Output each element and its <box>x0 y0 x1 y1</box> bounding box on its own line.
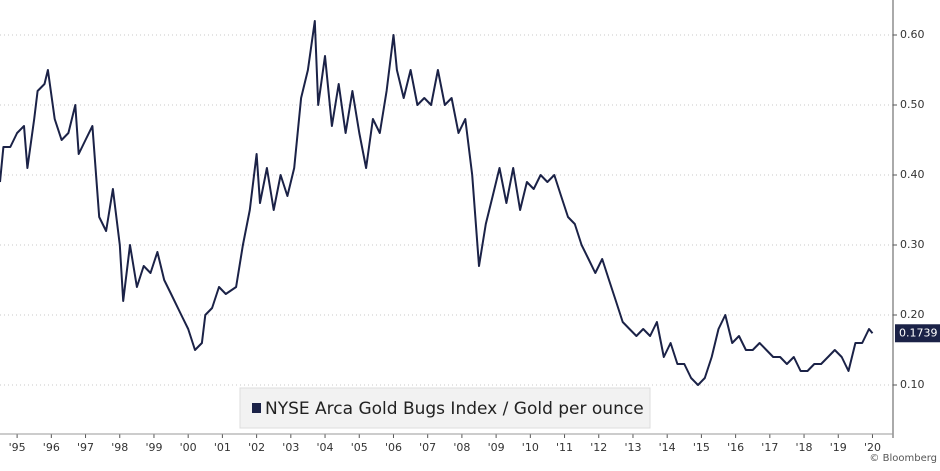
x-tick-label: '95 <box>9 441 26 454</box>
x-tick-label: '09 <box>488 441 505 454</box>
x-tick-label: '01 <box>214 441 231 454</box>
x-tick-label: '03 <box>282 441 299 454</box>
x-tick-label: '02 <box>248 441 265 454</box>
line-series <box>0 20 874 386</box>
x-tick-label: '00 <box>180 441 197 454</box>
watermark: © Bloomberg <box>869 453 937 464</box>
x-tick-label: '98 <box>111 441 128 454</box>
x-tick-label: '19 <box>830 441 847 454</box>
legend-swatch <box>252 403 261 413</box>
x-tick-label: '05 <box>351 441 368 454</box>
y-tick-label: 0.60 <box>900 28 925 41</box>
x-tick-label: '11 <box>556 441 573 454</box>
x-tick-label: '96 <box>43 441 60 454</box>
x-tick-label: '10 <box>522 441 539 454</box>
y-tick-label: 0.40 <box>900 168 925 181</box>
x-tick-label: '17 <box>761 441 778 454</box>
x-tick-label: '12 <box>590 441 607 454</box>
y-tick-label: 0.50 <box>900 98 925 111</box>
x-tick-label: '14 <box>659 441 676 454</box>
x-tick-label: '08 <box>453 441 470 454</box>
x-tick-label: '04 <box>317 441 334 454</box>
y-tick-label: 0.20 <box>900 308 925 321</box>
x-tick-label: '15 <box>693 441 710 454</box>
x-tick-label: '16 <box>727 441 744 454</box>
legend-box <box>239 387 651 429</box>
x-tick-label: '18 <box>796 441 813 454</box>
last-value-box <box>895 324 940 343</box>
x-tick-label: '97 <box>77 441 94 454</box>
y-tick-label: 0.30 <box>900 238 925 251</box>
x-tick-label: '06 <box>385 441 402 454</box>
last-value-label: 0.1739 <box>899 326 938 339</box>
x-tick-label: '13 <box>624 441 641 454</box>
legend-label: NYSE Arca Gold Bugs Index / Gold per oun… <box>265 399 644 419</box>
x-tick-label: '99 <box>145 441 162 454</box>
y-tick-label: 0.10 <box>900 378 925 391</box>
x-tick-label: '07 <box>419 441 436 454</box>
x-tick-label: '20 <box>864 441 881 454</box>
